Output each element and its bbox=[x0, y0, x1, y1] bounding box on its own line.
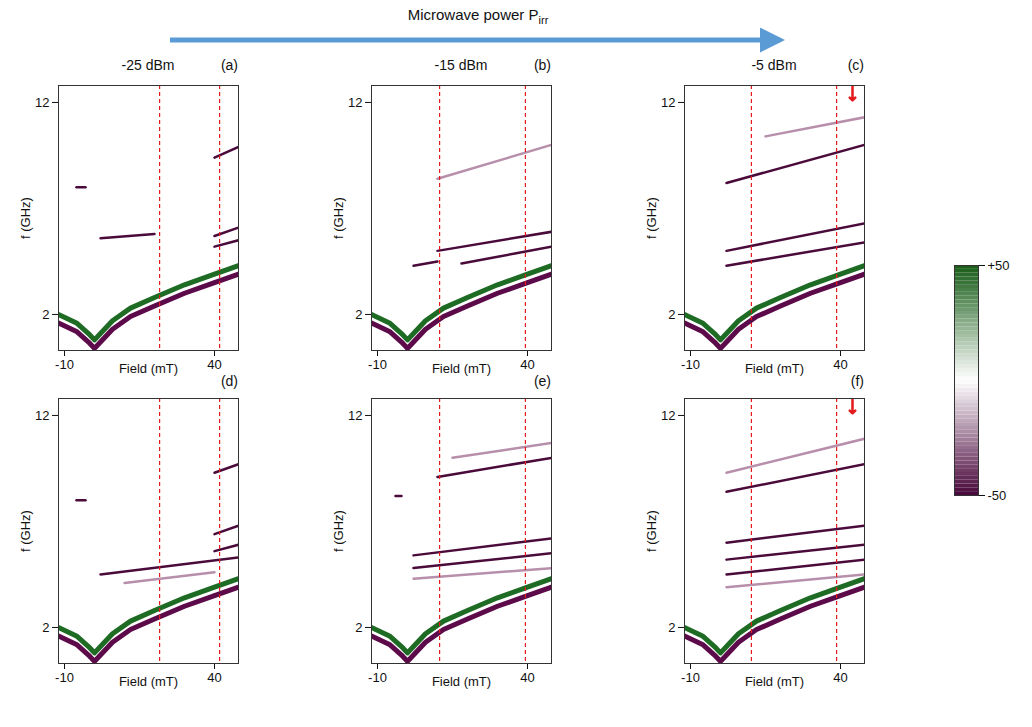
svg-text:40: 40 bbox=[833, 670, 847, 685]
svg-text:12: 12 bbox=[348, 408, 362, 423]
svg-text:Microwave power Pirr: Microwave power Pirr bbox=[408, 6, 549, 26]
svg-text:2: 2 bbox=[42, 307, 49, 322]
svg-text:f (GHz): f (GHz) bbox=[331, 197, 346, 239]
svg-text:12: 12 bbox=[661, 95, 675, 110]
svg-text:f (GHz): f (GHz) bbox=[644, 510, 659, 552]
svg-text:40: 40 bbox=[520, 357, 534, 372]
svg-text:2: 2 bbox=[668, 307, 675, 322]
svg-text:Field (mT): Field (mT) bbox=[432, 674, 491, 689]
html-text:(f): (f) bbox=[850, 373, 864, 389]
html-text:(d): (d) bbox=[220, 373, 238, 389]
svg-text:-50: -50 bbox=[988, 488, 1007, 503]
svg-text:12: 12 bbox=[661, 408, 675, 423]
svg-text:f (GHz): f (GHz) bbox=[18, 510, 33, 552]
svg-text:Field (mT): Field (mT) bbox=[745, 361, 804, 376]
svg-text:-10: -10 bbox=[55, 670, 74, 685]
svg-text:+50: +50 bbox=[988, 258, 1010, 273]
svg-text:40: 40 bbox=[207, 357, 221, 372]
html-text:(e): (e) bbox=[533, 373, 551, 389]
svg-text:Field (mT): Field (mT) bbox=[432, 361, 491, 376]
svg-text:-10: -10 bbox=[368, 357, 387, 372]
svg-text:Field (mT): Field (mT) bbox=[745, 674, 804, 689]
svg-text:40: 40 bbox=[833, 357, 847, 372]
svg-text:40: 40 bbox=[207, 670, 221, 685]
svg-text:-10: -10 bbox=[55, 357, 74, 372]
svg-text:f (GHz): f (GHz) bbox=[18, 197, 33, 239]
svg-text:Field (mT): Field (mT) bbox=[119, 674, 178, 689]
svg-text:f (GHz): f (GHz) bbox=[644, 197, 659, 239]
svg-text:12: 12 bbox=[35, 408, 49, 423]
svg-text:40: 40 bbox=[520, 670, 534, 685]
html-text:-5 dBm: -5 dBm bbox=[751, 57, 797, 73]
svg-text:-10: -10 bbox=[681, 357, 700, 372]
svg-text:2: 2 bbox=[42, 620, 49, 635]
html-text:(c): (c) bbox=[847, 57, 864, 73]
svg-text:2: 2 bbox=[668, 620, 675, 635]
svg-text:Field (mT): Field (mT) bbox=[119, 361, 178, 376]
html-text:-25 dBm: -25 dBm bbox=[121, 57, 175, 73]
html-text:-15 dBm: -15 dBm bbox=[434, 57, 488, 73]
svg-text:2: 2 bbox=[355, 307, 362, 322]
svg-text:-10: -10 bbox=[368, 670, 387, 685]
svg-text:-10: -10 bbox=[681, 670, 700, 685]
svg-text:f (GHz): f (GHz) bbox=[331, 510, 346, 552]
html-text:(a): (a) bbox=[220, 57, 238, 73]
svg-text:2: 2 bbox=[355, 620, 362, 635]
html-text:(b): (b) bbox=[533, 57, 551, 73]
svg-text:12: 12 bbox=[35, 95, 49, 110]
svg-text:12: 12 bbox=[348, 95, 362, 110]
